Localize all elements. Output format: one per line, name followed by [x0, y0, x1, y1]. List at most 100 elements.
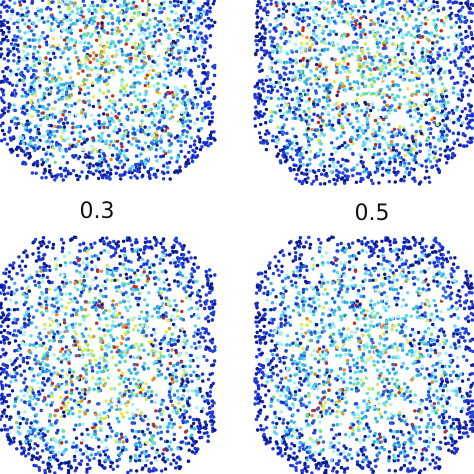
particle: [55, 140, 59, 145]
particle: [390, 130, 394, 134]
particle: [196, 64, 201, 69]
particle: [195, 105, 199, 110]
particle: [434, 163, 438, 168]
particle: [190, 29, 194, 33]
particle: [195, 301, 199, 305]
particle: [271, 134, 275, 138]
particle: [120, 65, 125, 70]
particle: [208, 33, 213, 38]
particle: [118, 160, 122, 165]
particle: [444, 138, 448, 142]
particle: [33, 93, 37, 97]
particle: [322, 164, 327, 169]
particle: [110, 39, 114, 44]
particle: [89, 242, 93, 247]
particle: [392, 42, 396, 47]
particle: [198, 137, 202, 141]
particle: [333, 46, 337, 51]
particle: [129, 91, 133, 95]
particle: [169, 110, 174, 114]
particle: [170, 90, 174, 95]
particle: [40, 176, 44, 180]
particle: [27, 318, 31, 322]
particle: [262, 49, 266, 53]
particle: [41, 60, 46, 64]
particle: [114, 49, 119, 53]
particle: [107, 75, 111, 80]
particle: [164, 330, 168, 334]
particle: [101, 4, 105, 8]
particle: [47, 103, 51, 107]
particle: [381, 166, 385, 171]
particle: [111, 99, 115, 104]
particle: [118, 3, 122, 7]
particle: [334, 150, 338, 154]
particle: [163, 113, 167, 118]
particle: [1, 93, 6, 97]
particle: [16, 43, 20, 47]
particle: [41, 147, 46, 151]
particle: [253, 124, 258, 128]
particle: [394, 173, 398, 177]
particle: [396, 170, 400, 174]
particle: [264, 78, 268, 83]
particle: [287, 109, 292, 113]
particle: [356, 12, 360, 16]
particle: [107, 58, 111, 62]
particle: [441, 118, 445, 123]
particle: [211, 82, 215, 87]
particle: [121, 85, 125, 89]
particle: [62, 138, 66, 143]
particle: [64, 28, 69, 32]
particle: [99, 416, 103, 420]
particle: [320, 39, 324, 44]
particle: [262, 141, 266, 145]
particle: [45, 107, 50, 111]
particle: [106, 31, 110, 35]
particle: [335, 68, 339, 72]
particle: [106, 133, 111, 138]
particle: [111, 70, 115, 75]
particle: [14, 147, 19, 151]
particle: [155, 52, 160, 57]
particle: [343, 174, 347, 178]
particle: [412, 2, 416, 7]
particle: [313, 170, 317, 174]
particle: [163, 62, 168, 66]
particle: [172, 65, 176, 69]
particle: [382, 148, 386, 152]
particle: [187, 161, 191, 165]
particle: [92, 387, 96, 391]
particle: [26, 101, 30, 105]
particle: [150, 314, 155, 318]
particle: [427, 180, 432, 184]
particle: [443, 51, 447, 56]
particle: [66, 169, 70, 173]
particle: [393, 108, 397, 113]
particle: [174, 24, 178, 28]
particle: [60, 88, 65, 92]
particle: [111, 338, 116, 342]
particle: [359, 4, 363, 9]
particle: [408, 66, 412, 70]
particle: [144, 113, 148, 118]
particle: [401, 52, 405, 56]
particle: [263, 99, 268, 104]
particle: [50, 0, 54, 4]
particle: [387, 179, 391, 184]
particle: [272, 83, 276, 87]
particle: [170, 27, 174, 32]
particle: [134, 57, 139, 62]
particle: [173, 4, 177, 8]
particle: [262, 40, 266, 44]
particle: [213, 95, 217, 99]
particle: [463, 79, 467, 84]
particle: [253, 95, 257, 99]
particle: [157, 27, 162, 32]
particle: [10, 277, 14, 281]
particle: [324, 78, 329, 82]
particle: [337, 114, 342, 118]
particle: [102, 158, 107, 162]
particle: [391, 22, 396, 26]
particle: [262, 112, 266, 116]
